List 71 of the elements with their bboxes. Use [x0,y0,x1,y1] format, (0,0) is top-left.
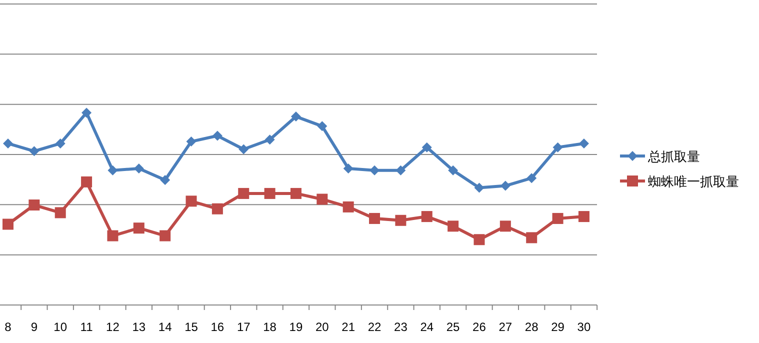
point [448,165,458,176]
x-tick-label: 11 [80,320,94,334]
x-tick-label: 26 [472,320,486,334]
x-tick-label: 13 [132,320,146,334]
point [238,188,250,199]
x-tick-label: 17 [236,320,251,334]
x-tick-label: 22 [368,320,382,334]
x-tick-label: 30 [577,320,591,334]
x-tick-label: 29 [551,320,565,334]
point [526,173,537,184]
point [578,138,589,148]
point [107,230,118,242]
x-tick-label: 10 [54,320,68,334]
point [108,165,118,176]
x-tick-label: 23 [394,320,408,334]
legend-label: 蜘蛛唯一抓取量 [648,174,739,189]
point [421,211,432,222]
point [422,142,432,152]
point [290,112,301,122]
point [369,212,380,224]
point [474,234,485,246]
point [160,175,170,186]
point [55,138,66,148]
point [54,207,66,218]
x-tick-label: 19 [289,320,303,334]
x-tick-label: 8 [4,320,12,334]
point [2,218,14,230]
point [578,211,590,222]
point [474,182,484,193]
point [290,188,302,199]
legend-label: 总抓取量 [647,149,700,164]
point [526,232,538,244]
x-tick-label: 21 [342,320,356,334]
x-tick-label: 24 [420,320,434,334]
x-tick-label: 16 [210,320,224,334]
point [186,136,196,147]
point [552,142,563,152]
point [500,220,511,232]
x-tick-label: 25 [446,320,460,334]
point [395,214,406,226]
point [264,188,276,199]
point [212,130,222,141]
point [238,144,249,154]
x-tick-label: 28 [524,320,539,334]
point [316,194,328,205]
point [212,203,223,214]
point [343,163,354,174]
x-tick-label: 15 [184,320,198,334]
point [160,230,171,242]
point [396,165,406,176]
point [552,212,564,224]
point [29,146,40,156]
point [81,176,92,188]
x-tick-label: 14 [158,320,172,334]
x-tick-label: 12 [106,320,120,334]
point [317,121,328,132]
point [342,201,354,212]
point [500,180,510,191]
x-tick-label: 20 [315,320,330,334]
x-tick-label: 9 [30,320,38,334]
point [134,163,144,174]
point [370,165,380,176]
x-tick-label: 27 [498,320,512,334]
x-tick-label: 18 [263,320,277,334]
point [82,108,92,118]
point [186,196,197,207]
point [28,200,40,211]
point [3,138,13,148]
point [264,134,275,145]
point [133,222,144,234]
point [448,220,459,232]
